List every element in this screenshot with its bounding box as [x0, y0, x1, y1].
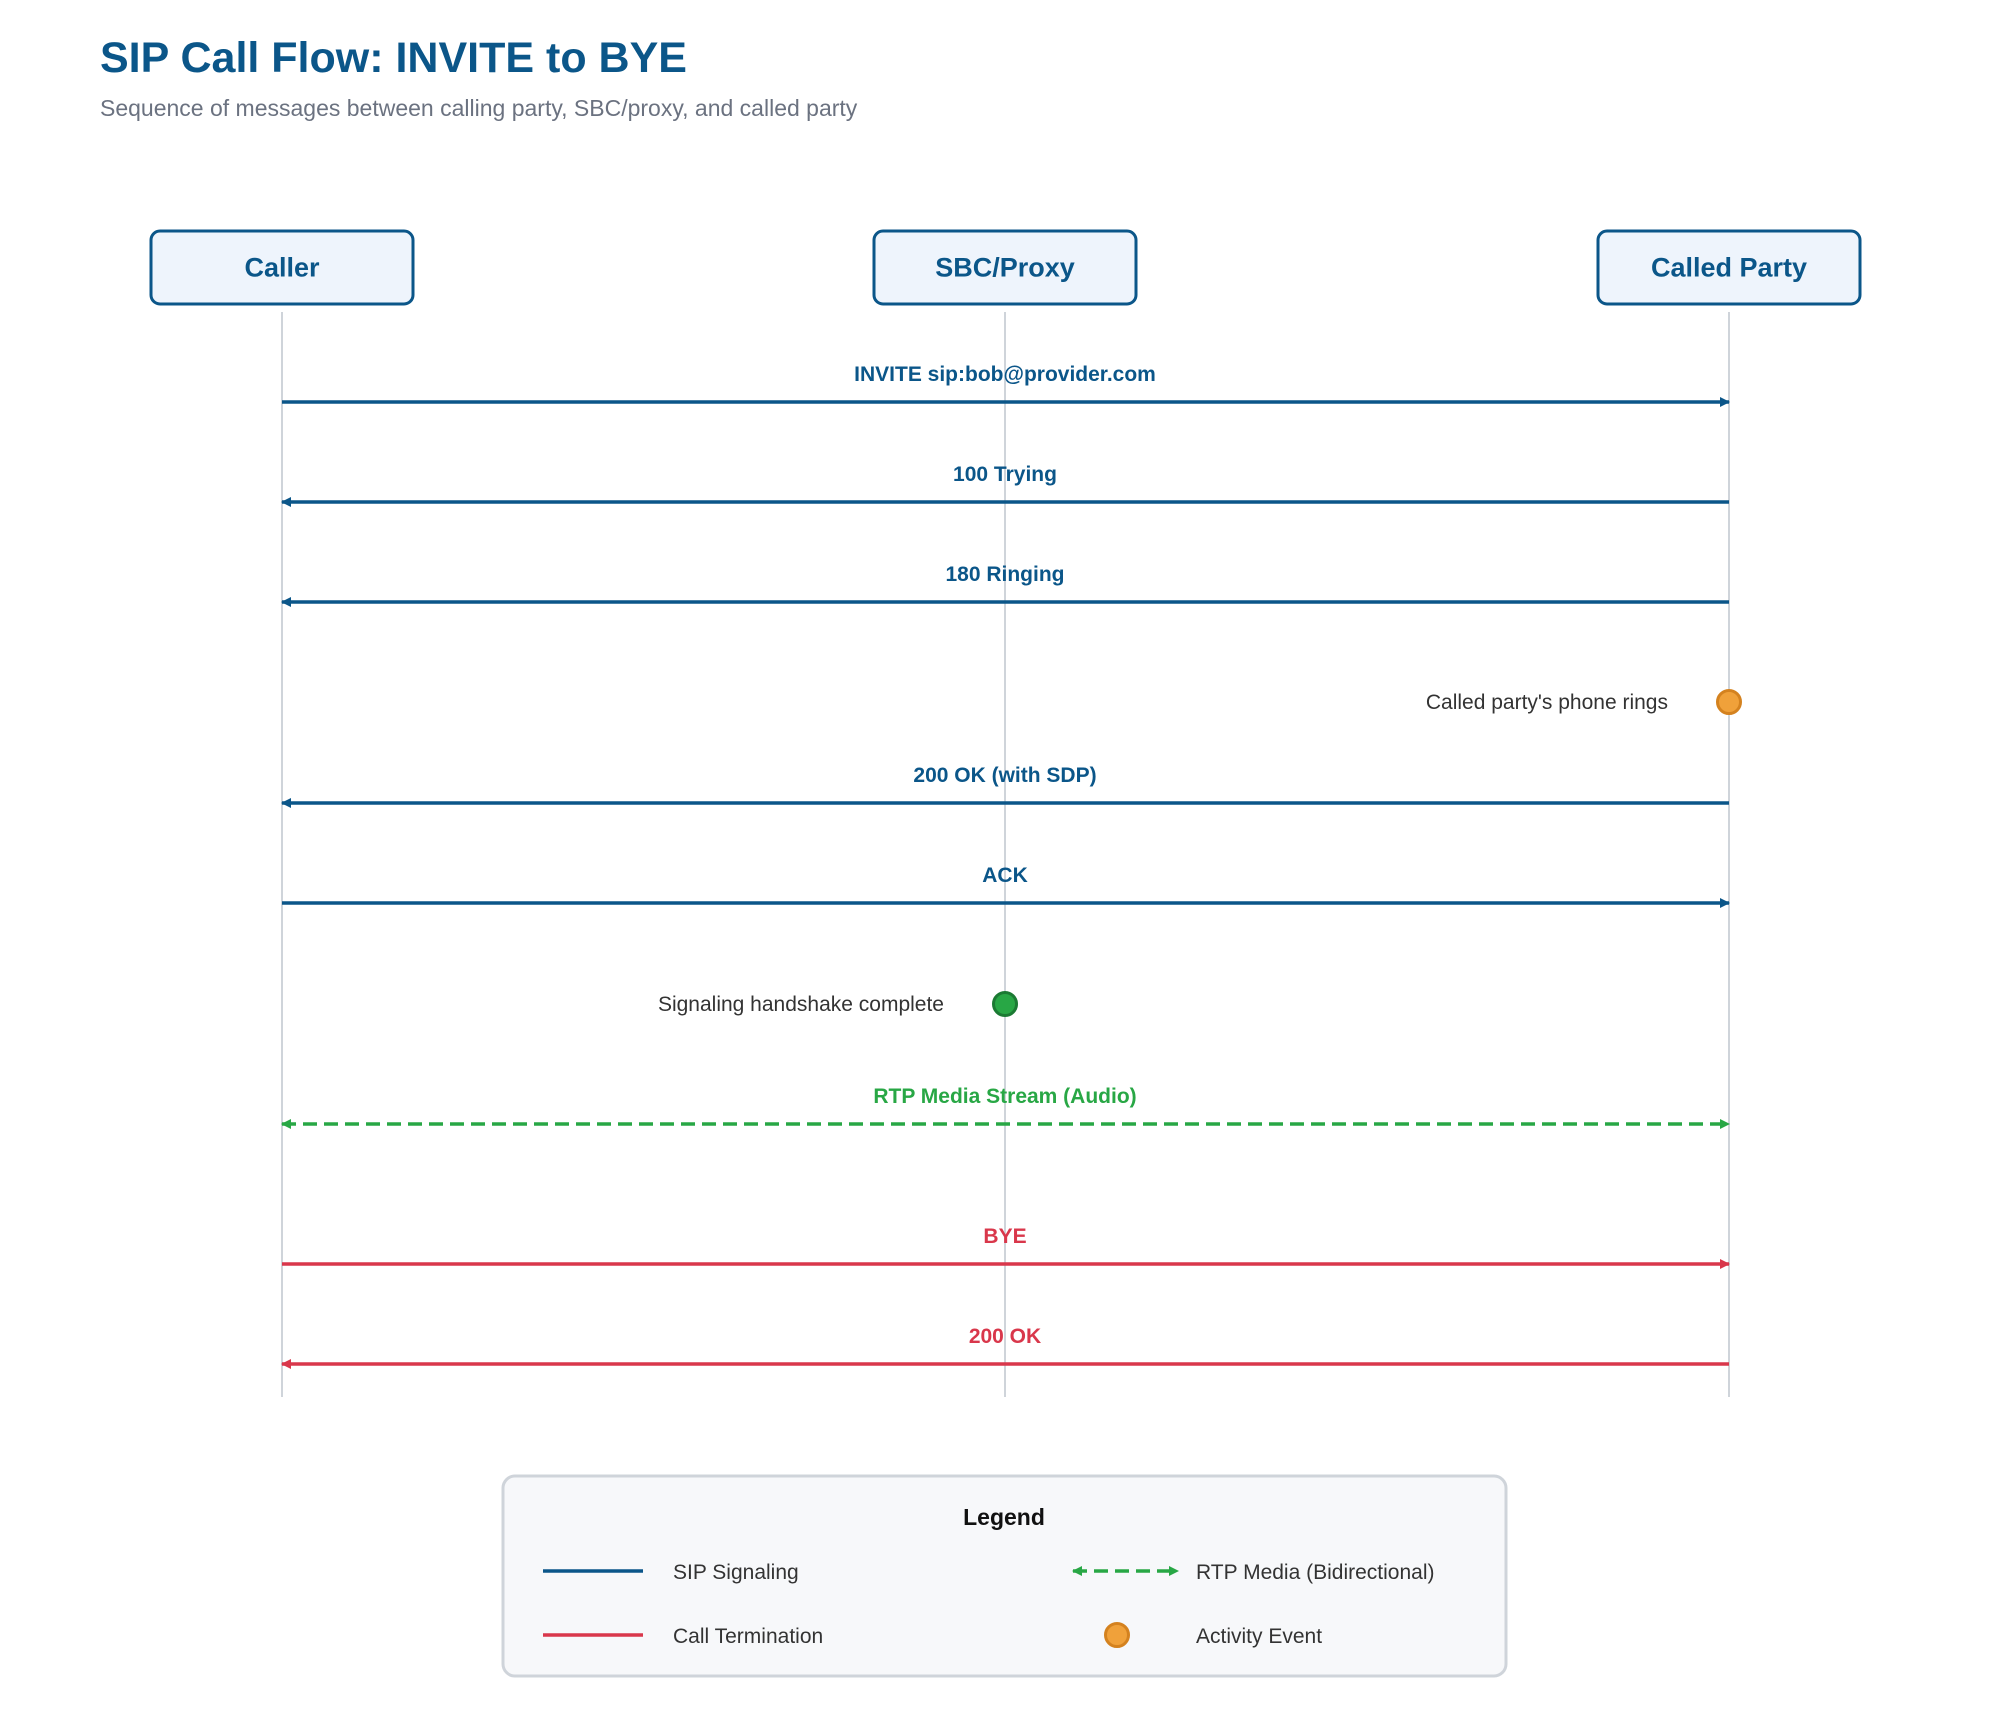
legend-item: RTP Media (Bidirectional) [1072, 1561, 1435, 1584]
lifelines [281, 312, 1730, 1397]
actor-called: Called Party [1596, 229, 1862, 306]
sequence-message: 100 Trying [281, 463, 1729, 507]
actors: Caller SBC/Proxy Called Party [149, 229, 1862, 306]
legend-item: SIP Signaling [543, 1561, 799, 1584]
sequence-message: 180 Ringing [281, 563, 1729, 607]
page-title: SIP Call Flow: INVITE to BYE [100, 34, 687, 82]
legend-item: Activity Event [1104, 1622, 1322, 1648]
event-dot [1716, 689, 1742, 715]
sequence-message: 200 OK [281, 1325, 1729, 1369]
legend: Legend SIP Signaling RTP Media (Bidirecti… [501, 1474, 1508, 1678]
legend-item: Call Termination [543, 1625, 823, 1648]
event-label: Called party's phone rings [1426, 691, 1668, 714]
actor-box-sbc [872, 229, 1138, 306]
actor-caller: Caller [149, 229, 415, 306]
sequence-message: 200 OK (with SDP) [281, 764, 1729, 808]
event-label: Signaling handshake complete [658, 993, 944, 1016]
actor-label: Caller [244, 253, 320, 283]
actor-label: SBC/Proxy [935, 253, 1075, 283]
activity-event: Signaling handshake complete [658, 991, 1018, 1017]
legend-box [501, 1474, 1508, 1678]
legend-swatch [1104, 1622, 1130, 1648]
sequence-message: ACK [282, 864, 1730, 908]
message-label: RTP Media Stream (Audio) [873, 1085, 1136, 1108]
legend-title: Legend [963, 1504, 1045, 1530]
actor-label: Called Party [1651, 253, 1807, 283]
event-dot [992, 991, 1018, 1017]
message-label: 200 OK (with SDP) [913, 764, 1096, 787]
actor-sbc: SBC/Proxy [872, 229, 1138, 306]
message-label: 200 OK [969, 1325, 1041, 1348]
actor-box-called [1596, 229, 1862, 306]
message-label: 180 Ringing [945, 563, 1064, 586]
message-label: ACK [982, 864, 1028, 887]
legend-label: RTP Media (Bidirectional) [1196, 1561, 1435, 1584]
activity-event: Called party's phone rings [1426, 689, 1742, 715]
legend-label: SIP Signaling [673, 1561, 799, 1584]
message-steps: INVITE sip:bob@provider.com 100 Trying 180… [281, 363, 1742, 1369]
page-subtitle: Sequence of messages between calling par… [100, 95, 858, 121]
legend-label: Activity Event [1196, 1625, 1322, 1648]
sequence-message: BYE [282, 1225, 1730, 1269]
actor-box-caller [149, 229, 415, 306]
message-label: BYE [983, 1225, 1026, 1248]
sequence-message: RTP Media Stream (Audio) [281, 1085, 1730, 1129]
sequence-message: INVITE sip:bob@provider.com [282, 363, 1730, 407]
message-label: 100 Trying [953, 463, 1057, 486]
legend-label: Call Termination [673, 1625, 823, 1648]
message-label: INVITE sip:bob@provider.com [854, 363, 1156, 386]
